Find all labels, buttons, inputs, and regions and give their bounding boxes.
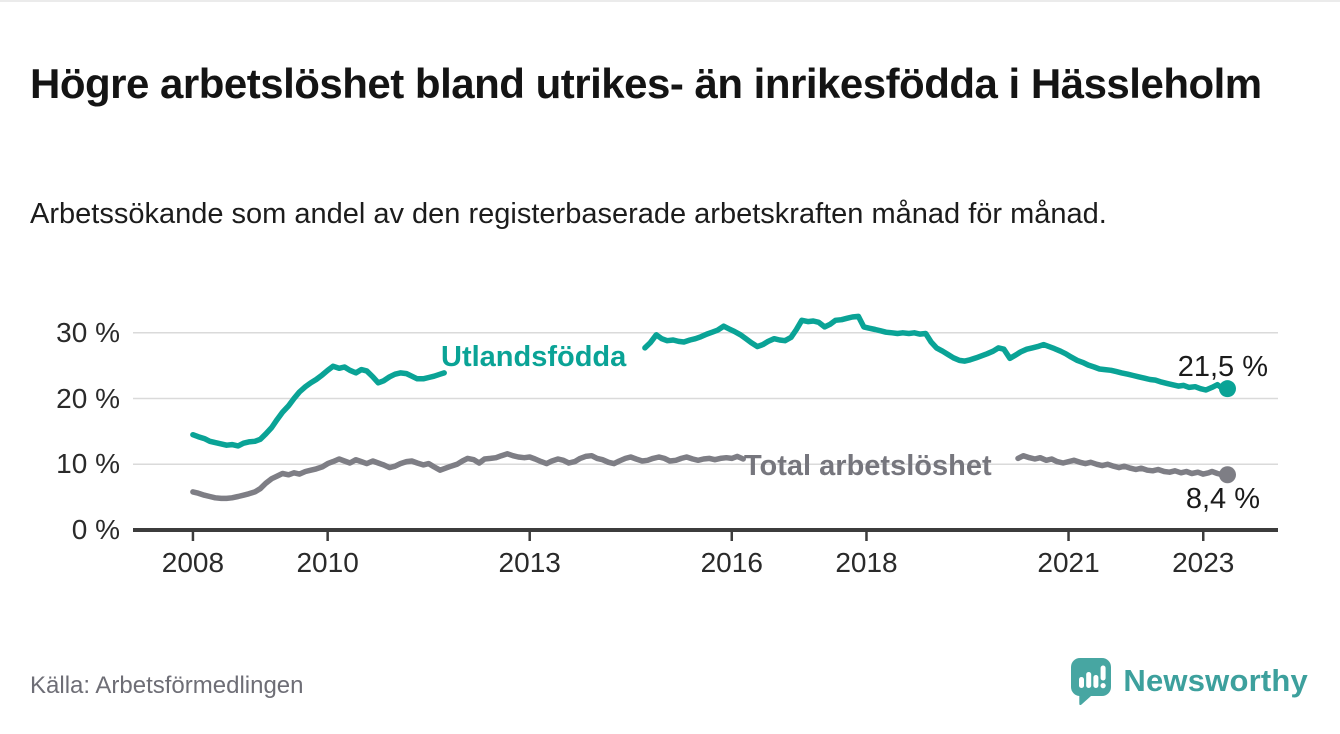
x-tick-label: 2010 bbox=[296, 547, 359, 578]
chart-title: Högre arbetslöshet bland utrikes- än inr… bbox=[30, 60, 1262, 108]
x-tick-label: 2013 bbox=[498, 547, 561, 578]
newsworthy-logo: Newsworthy bbox=[1071, 657, 1308, 705]
series-end-dot-1 bbox=[1218, 466, 1236, 484]
newsworthy-speech-bubble-chart-icon bbox=[1071, 657, 1112, 705]
y-tick-label: 10 % bbox=[56, 448, 120, 480]
end-value-utlandsfodda: 21,5 % bbox=[1177, 351, 1268, 383]
end-value-total: 8,4 % bbox=[1185, 483, 1260, 515]
y-tick-label: 0 % bbox=[71, 514, 120, 545]
x-tick-label: 2021 bbox=[1037, 547, 1100, 578]
series-line-1 bbox=[1015, 452, 1231, 478]
series-label-total-arbetsloshet: Total arbetslöshet bbox=[744, 450, 992, 482]
x-tick-label: 2008 bbox=[161, 547, 225, 578]
newsworthy-wordmark: Newsworthy bbox=[1123, 663, 1308, 698]
y-tick-label: 20 % bbox=[56, 382, 120, 414]
series-line-0 bbox=[642, 313, 1231, 393]
series-line-0 bbox=[190, 363, 447, 449]
y-tick-label: 30 % bbox=[56, 316, 120, 348]
series-label-utlandsfodda: Utlandsfödda bbox=[441, 341, 627, 373]
x-tick-label: 2018 bbox=[835, 547, 898, 578]
x-tick-label: 2016 bbox=[700, 547, 763, 578]
chart-subtitle: Arbetssökande som andel av den registerb… bbox=[30, 198, 1107, 230]
series-line-1 bbox=[190, 451, 746, 502]
series-end-dot-0 bbox=[1218, 380, 1236, 398]
top-border-rule bbox=[0, 0, 1340, 2]
source-caption: Källa: Arbetsförmedlingen bbox=[30, 672, 304, 699]
x-tick-label: 2023 bbox=[1172, 547, 1235, 578]
